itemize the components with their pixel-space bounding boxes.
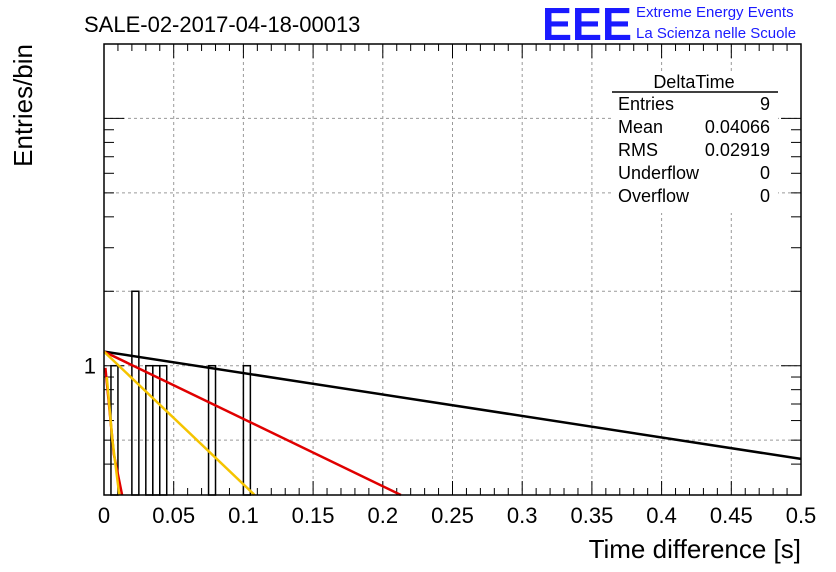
logo-mark: EEE xyxy=(542,0,632,50)
x-tick-label: 0.2 xyxy=(368,503,399,528)
y-axis-title: Entries/bin xyxy=(8,44,38,167)
stats-label: Underflow xyxy=(618,163,700,183)
x-axis-title: Time difference [s] xyxy=(589,534,801,564)
x-tick-label: 0.5 xyxy=(786,503,817,528)
x-tick-label: 0.15 xyxy=(292,503,335,528)
stats-value: 9 xyxy=(760,94,770,114)
x-tick-label: 0.05 xyxy=(152,503,195,528)
histogram-bar xyxy=(145,364,154,496)
histogram-bar xyxy=(131,290,140,496)
x-tick-label: 0 xyxy=(98,503,110,528)
stats-label: Entries xyxy=(618,94,674,114)
x-tick-label: 0.4 xyxy=(646,503,677,528)
eee-logo: EEE Extreme Energy Events La Scienza nel… xyxy=(542,0,796,50)
fit-curve xyxy=(103,350,802,461)
stats-box-background xyxy=(612,73,778,213)
fit-lines xyxy=(103,350,802,497)
chart-title: SALE-02-2017-04-18-00013 xyxy=(84,12,360,37)
logo-line1: Extreme Energy Events xyxy=(636,4,794,21)
y-tick-label: 1 xyxy=(84,354,96,379)
stats-label: Mean xyxy=(618,117,663,137)
fit-curve xyxy=(103,350,402,497)
grid-lines xyxy=(104,44,801,495)
histogram-bar xyxy=(242,364,252,496)
histogram-bar xyxy=(159,364,168,496)
stats-label: RMS xyxy=(618,140,658,160)
stats-value: 0 xyxy=(760,163,770,183)
stats-box: DeltaTime Entries 9 Mean 0.04066 RMS 0.02919U… xyxy=(612,72,778,213)
y-tick-labels: 1 xyxy=(84,354,96,379)
histogram-bars xyxy=(110,290,252,496)
histogram-bar xyxy=(152,364,161,496)
x-tick-label: 0.1 xyxy=(228,503,259,528)
plot-frame xyxy=(103,43,802,496)
x-tick-labels: 0 0.05 0.1 0.15 0.2 0.25 0.3 0.35 0.4 0.45 0.5 xyxy=(98,503,816,528)
logo-line2: La Scienza nelle Scuole xyxy=(636,25,796,42)
stats-title: DeltaTime xyxy=(653,72,734,92)
x-tick-label: 0.3 xyxy=(507,503,538,528)
histogram-bar xyxy=(207,364,217,496)
fit-curve xyxy=(105,376,121,496)
stats-value: 0.04066 xyxy=(705,117,770,137)
x-tick-label: 0.35 xyxy=(570,503,613,528)
stats-label: Overflow xyxy=(618,186,690,206)
stats-value: 0.02919 xyxy=(705,140,770,160)
x-tick-label: 0.25 xyxy=(431,503,474,528)
stats-value: 0 xyxy=(760,186,770,206)
fit-curve xyxy=(103,350,256,496)
x-tick-label: 0.45 xyxy=(710,503,753,528)
